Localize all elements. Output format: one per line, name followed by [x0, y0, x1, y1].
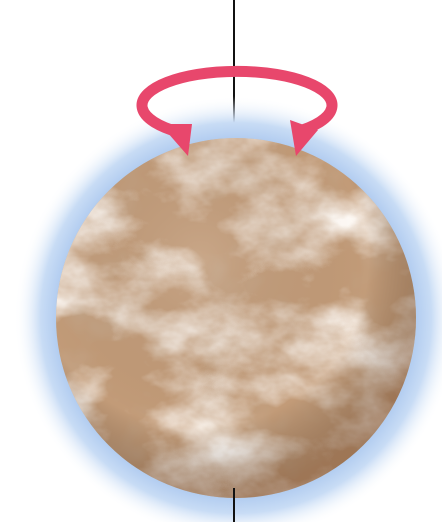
arrow-head-left: [160, 124, 192, 156]
arrow-head-right: [290, 120, 318, 156]
rotation-arrow: [136, 65, 338, 156]
arrow-arc: [136, 65, 338, 138]
planet-shading: [56, 138, 416, 498]
planet: [56, 138, 416, 498]
